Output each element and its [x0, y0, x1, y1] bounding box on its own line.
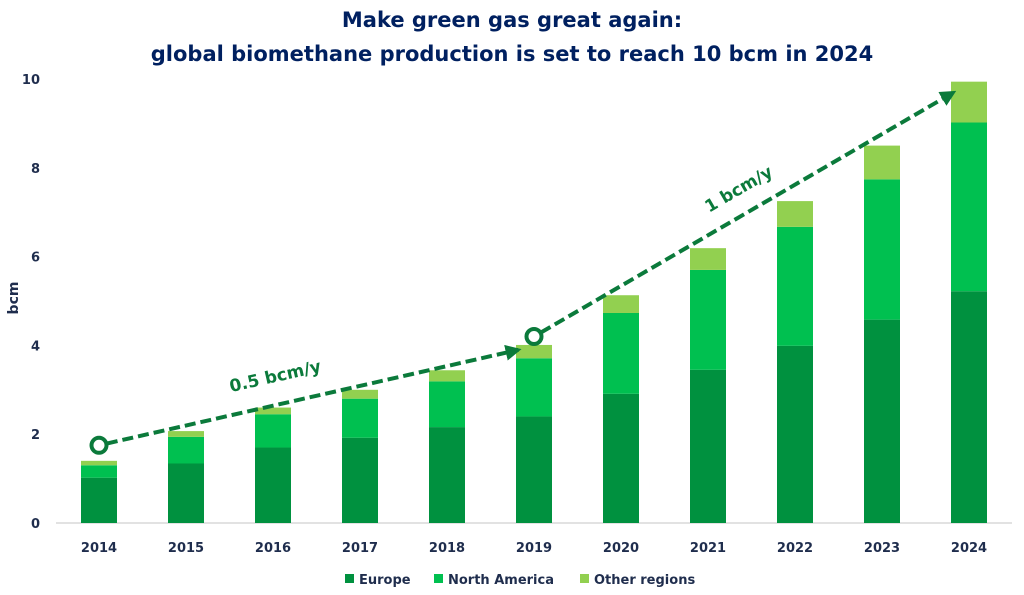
bar-other-regions-2020 [603, 295, 639, 313]
y-tick-label: 6 [31, 251, 40, 266]
legend-label: Europe [359, 573, 411, 588]
legend-label: Other regions [594, 573, 695, 588]
bar-europe-2018 [429, 427, 465, 523]
x-tick-label: 2014 [81, 541, 117, 556]
legend-swatch-north-america [434, 574, 443, 583]
x-tick-label: 2021 [690, 541, 726, 556]
bar-europe-2020 [603, 393, 639, 523]
bar-north-america-2014 [81, 465, 117, 478]
chart-title: Make green gas great again: [342, 8, 682, 32]
bar-north-america-2023 [864, 179, 900, 320]
x-tick-label: 2022 [777, 541, 813, 556]
bar-europe-2019 [516, 416, 552, 523]
x-tick-label: 2024 [951, 541, 987, 556]
y-tick-label: 0 [31, 517, 40, 532]
bar-europe-2014 [81, 477, 117, 523]
bar-other-regions-2021 [690, 248, 726, 270]
bar-europe-2022 [777, 345, 813, 523]
y-tick-label: 4 [31, 339, 40, 354]
bar-north-america-2017 [342, 398, 378, 438]
bar-north-america-2021 [690, 269, 726, 370]
bar-other-regions-2015 [168, 431, 204, 437]
trend-label-2: 1 bcm/y [702, 162, 777, 217]
bar-europe-2021 [690, 369, 726, 523]
trend-start-marker-2 [524, 327, 544, 347]
trend-label-1: 0.5 bcm/y [228, 357, 323, 397]
x-tick-label: 2019 [516, 541, 552, 556]
y-tick-label: 10 [22, 73, 40, 88]
bar-north-america-2022 [777, 226, 813, 346]
bar-north-america-2020 [603, 312, 639, 394]
x-tick-label: 2016 [255, 541, 291, 556]
bar-north-america-2016 [255, 414, 291, 448]
bar-north-america-2024 [951, 122, 987, 292]
bar-north-america-2019 [516, 358, 552, 417]
bar-europe-2015 [168, 463, 204, 523]
x-tick-label: 2018 [429, 541, 465, 556]
bar-europe-2017 [342, 437, 378, 523]
trend-arrow-1 [106, 344, 522, 446]
x-tick-label: 2023 [864, 541, 900, 556]
y-tick-label: 2 [31, 428, 40, 443]
bar-other-regions-2019 [516, 344, 552, 359]
bar-other-regions-2022 [777, 201, 813, 227]
chart-subtitle: global biomethane production is set to r… [151, 42, 873, 66]
x-tick-label: 2020 [603, 541, 639, 556]
legend-label: North America [448, 573, 554, 588]
bar-other-regions-2024 [951, 81, 987, 123]
bar-other-regions-2017 [342, 389, 378, 399]
bar-europe-2023 [864, 319, 900, 523]
y-axis-label: bcm [6, 282, 22, 315]
y-tick-label: 8 [31, 162, 40, 177]
bar-europe-2024 [951, 291, 987, 523]
x-tick-label: 2015 [168, 541, 204, 556]
trend-start-marker-1 [89, 435, 109, 455]
legend-swatch-europe [345, 574, 354, 583]
bar-other-regions-2023 [864, 145, 900, 180]
bar-other-regions-2016 [255, 407, 291, 415]
legend-swatch-other-regions [580, 574, 589, 583]
bar-other-regions-2018 [429, 370, 465, 382]
x-tick-label: 2017 [342, 541, 378, 556]
bar-north-america-2018 [429, 381, 465, 428]
bar-europe-2016 [255, 447, 291, 523]
bar-north-america-2015 [168, 436, 204, 464]
bar-other-regions-2014 [81, 460, 117, 466]
